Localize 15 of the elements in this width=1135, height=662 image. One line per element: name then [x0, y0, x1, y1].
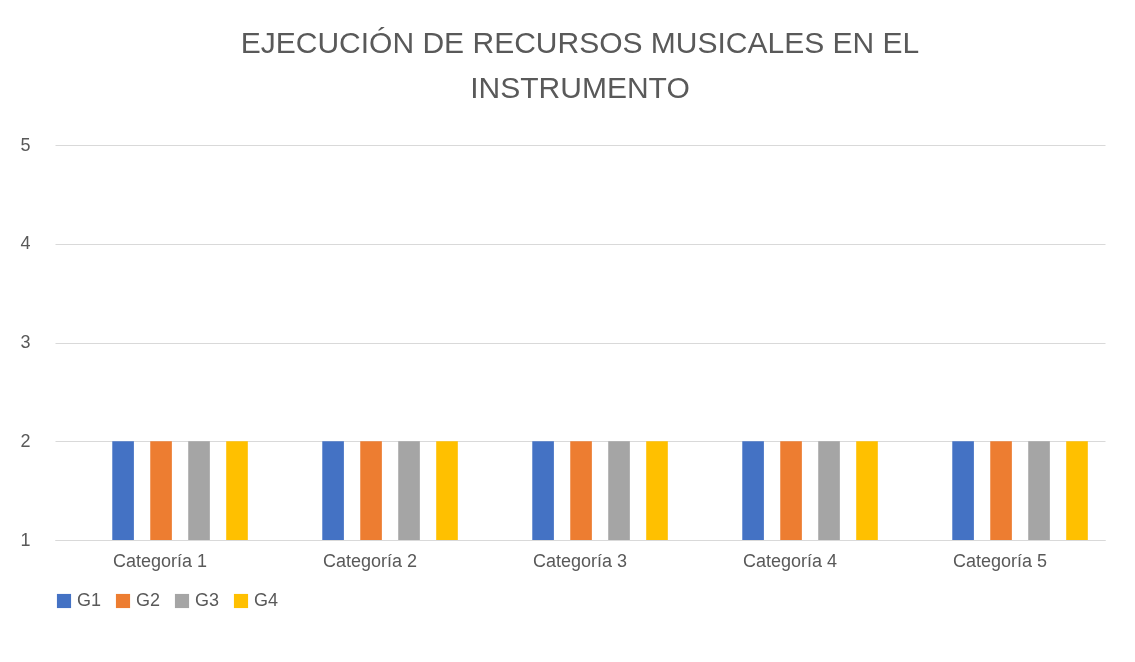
legend-label: G2 [136, 590, 161, 610]
x-tick-label: Categoría 2 [322, 550, 418, 571]
y-tick-label: 5 [20, 134, 31, 155]
chart-title: EJECUCIÓN DE RECURSOS MUSICALES EN EL INSTRUMENTO [240, 26, 920, 104]
y-tick-label: 4 [20, 233, 31, 254]
legend-label: G3 [195, 590, 220, 610]
y-tick-label: 2 [20, 430, 31, 451]
x-tick-label: Categoría 1 [112, 550, 208, 571]
x-tick-label: Categoría 4 [742, 550, 838, 571]
legend-label: G4 [254, 590, 279, 610]
x-tick-label: Categoría 5 [952, 550, 1048, 571]
y-tick-label: 3 [20, 332, 31, 352]
y-tick-label: 1 [20, 529, 31, 550]
x-tick-label: Categoría 3 [532, 550, 628, 571]
legend-label: G1 [77, 590, 102, 610]
